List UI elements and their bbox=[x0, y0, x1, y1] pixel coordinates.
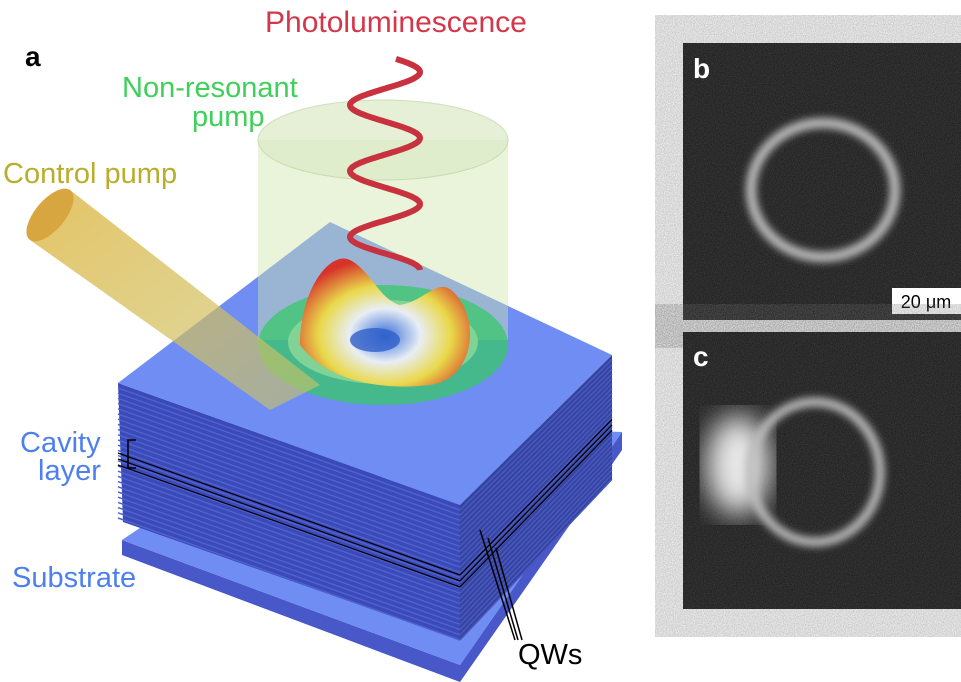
non-resonant-label: pump bbox=[192, 101, 265, 133]
image-b-noise bbox=[683, 43, 961, 320]
non-resonant-label: Non-resonant bbox=[122, 72, 298, 104]
photoluminescence-label: Photoluminescence bbox=[265, 6, 527, 39]
control-pump-label: Control pump bbox=[3, 158, 177, 190]
condensate-core bbox=[350, 328, 400, 352]
panel-label: c bbox=[693, 341, 709, 372]
pump-cylinder-top bbox=[258, 100, 508, 180]
substrate-label: Substrate bbox=[12, 562, 136, 594]
panel-label: a bbox=[25, 41, 41, 72]
panel-label: b bbox=[693, 53, 710, 84]
scale-bar-label: 20 μm bbox=[901, 292, 951, 312]
cavity-label: layer bbox=[38, 455, 101, 487]
figure: a Photoluminescence Non-resonant pump Co… bbox=[0, 0, 961, 682]
qws-label: QWs bbox=[518, 639, 582, 671]
